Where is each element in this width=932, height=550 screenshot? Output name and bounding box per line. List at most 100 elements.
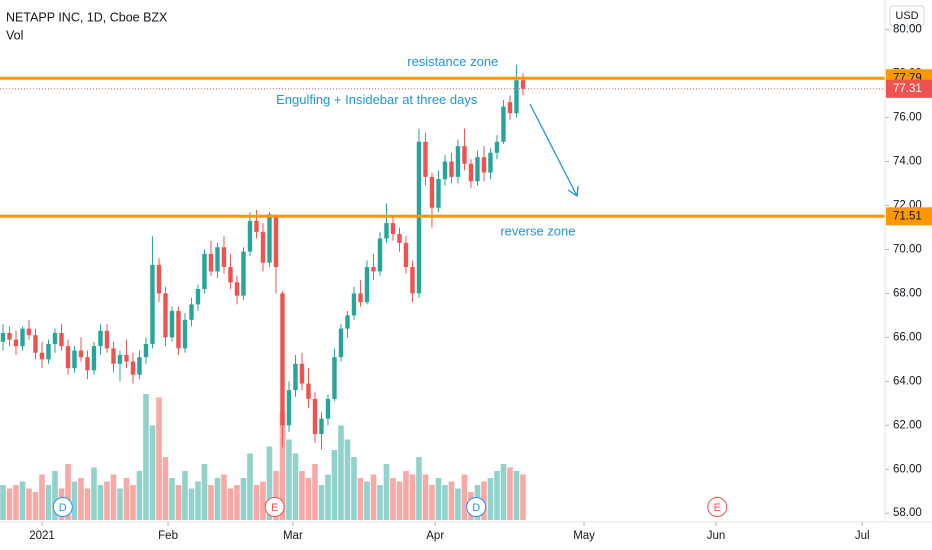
- currency: USD: [895, 10, 918, 22]
- volume-bar: [305, 478, 312, 520]
- event-label: D: [59, 502, 67, 514]
- candle-body: [514, 80, 519, 114]
- volume-bar: [247, 453, 253, 520]
- y-tick-label: 70.00: [893, 243, 922, 255]
- candle-body: [286, 390, 292, 426]
- candle-body: [241, 251, 246, 296]
- candle-body: [111, 348, 116, 364]
- volume-bar: [325, 474, 331, 520]
- volume-bar: [312, 464, 318, 520]
- y-tick-label: 60.00: [893, 463, 922, 475]
- candle-body: [475, 157, 480, 182]
- annotation: reverse zone: [500, 223, 575, 238]
- candle-body: [338, 328, 344, 358]
- candle-body: [104, 330, 110, 349]
- price-label-box: [886, 207, 932, 226]
- x-tick-label: Jun: [707, 530, 726, 542]
- volume-bar: [455, 488, 461, 520]
- candle-body: [507, 102, 513, 114]
- volume-bar: [507, 467, 513, 520]
- volume-bar: [364, 481, 370, 520]
- x-tick-label: May: [573, 530, 595, 542]
- candle-body: [468, 163, 474, 182]
- event-marker[interactable]: [52, 497, 73, 517]
- currency-box[interactable]: [889, 5, 925, 27]
- event-label: E: [271, 502, 278, 514]
- candle-body: [442, 161, 448, 180]
- volume-bar: [19, 481, 26, 520]
- volume-bar: [487, 478, 494, 520]
- volume-bar: [292, 453, 299, 520]
- volume-bar: [279, 411, 286, 520]
- volume-bar: [442, 485, 448, 520]
- volume-bar: [84, 488, 91, 520]
- candle-body: [410, 267, 415, 294]
- candle-body: [228, 267, 233, 283]
- candle-body: [33, 335, 38, 353]
- volume-bar: [182, 471, 188, 520]
- candle-body: [163, 293, 168, 338]
- volume-bar: [65, 464, 71, 520]
- volume-bar: [494, 471, 500, 520]
- y-tick-label: 74.00: [893, 156, 922, 168]
- volume-bar: [377, 485, 383, 520]
- candle-body: [293, 363, 298, 391]
- candle-body: [98, 330, 103, 347]
- volume-bar: [286, 439, 292, 520]
- volume-bar: [201, 464, 208, 520]
- volume-bar: [357, 478, 364, 520]
- volume-bar: [422, 474, 429, 520]
- candle-body: [78, 350, 84, 358]
- volume-bar: [71, 481, 78, 520]
- volume-bar: [351, 457, 357, 520]
- volume-bar: [273, 471, 279, 520]
- volume-bar: [156, 397, 162, 520]
- volume-bar: [117, 488, 123, 520]
- candle-body: [26, 328, 32, 336]
- volume-bar: [227, 488, 234, 520]
- y-tick-label: 76.00: [893, 112, 922, 124]
- event-marker[interactable]: [466, 497, 487, 517]
- volume-bar: [52, 471, 58, 520]
- candle-body: [267, 214, 272, 263]
- x-tick-label: Jul: [855, 530, 870, 542]
- candle-body: [403, 242, 409, 268]
- candle-body: [501, 106, 506, 142]
- candle-body: [117, 354, 123, 364]
- volume-bar: [435, 478, 442, 520]
- volume-bar: [260, 481, 266, 520]
- volume-bar: [234, 485, 240, 520]
- volume-bar: [162, 457, 169, 520]
- candle-body: [215, 247, 220, 272]
- candle-body: [189, 304, 194, 320]
- candle-body: [169, 311, 175, 338]
- candle-body: [0, 332, 6, 342]
- candle-body: [85, 357, 90, 371]
- volume-bar: [370, 474, 377, 520]
- candle-body: [449, 161, 454, 177]
- candle-body: [260, 231, 266, 263]
- volume-bar: [97, 485, 104, 520]
- candle-body: [52, 332, 58, 344]
- volume-bar: [338, 425, 344, 520]
- event-marker[interactable]: [707, 497, 728, 517]
- volume-bar: [130, 485, 136, 520]
- volume-bar: [45, 485, 52, 520]
- volume-bar: [123, 478, 130, 520]
- candle-body: [520, 80, 526, 89]
- candle-body: [13, 339, 19, 347]
- x-tick-label: Feb: [158, 530, 178, 542]
- volume-bar: [383, 464, 390, 520]
- candle-body: [254, 220, 259, 232]
- volume-bar: [403, 471, 409, 520]
- candle-body: [390, 223, 396, 235]
- candle-body: [72, 350, 77, 369]
- volume-bar: [513, 471, 520, 520]
- candle-body: [247, 220, 253, 252]
- volume-bar: [416, 457, 422, 520]
- candle-body: [176, 311, 181, 349]
- event-marker[interactable]: [264, 497, 285, 517]
- candle-body: [124, 354, 129, 362]
- arrow: [529, 103, 579, 198]
- candle-body: [397, 234, 402, 243]
